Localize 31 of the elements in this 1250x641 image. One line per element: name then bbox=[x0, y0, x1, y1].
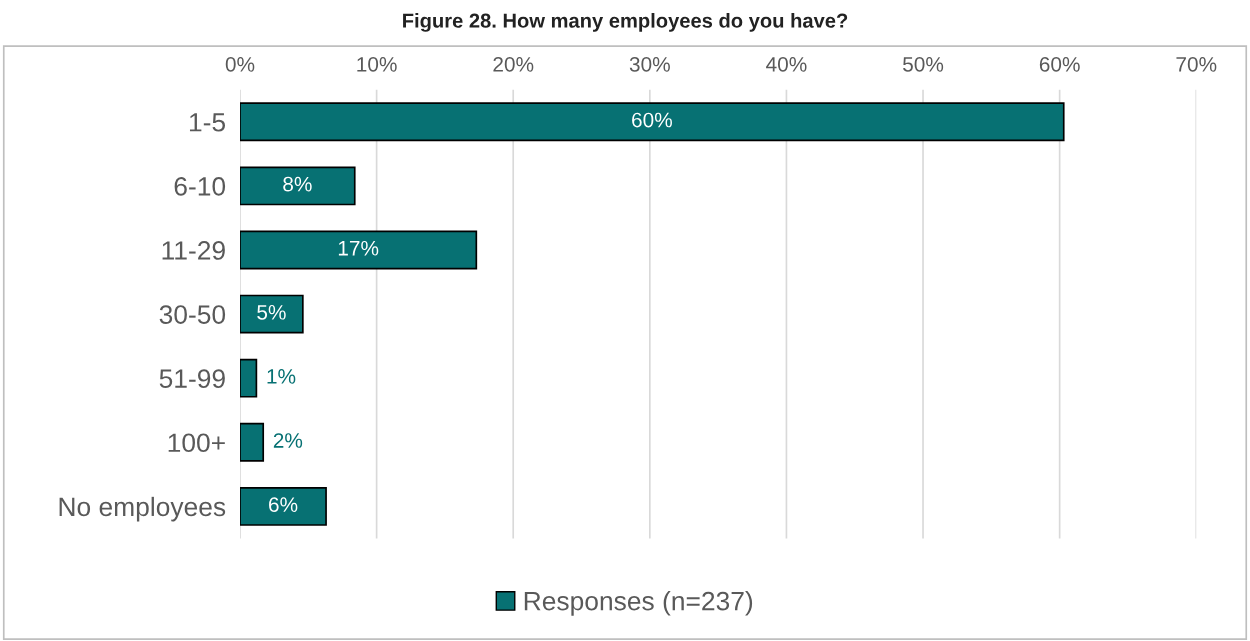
y-tick-label: 30-50 bbox=[159, 305, 226, 324]
y-tick-label: 11-29 bbox=[162, 241, 225, 260]
y-tick-label: No employees bbox=[59, 496, 226, 522]
x-tick-label: 60% bbox=[1039, 56, 1080, 72]
bar bbox=[240, 358, 258, 398]
bar bbox=[240, 486, 327, 526]
x-tick-label: 50% bbox=[903, 56, 944, 72]
data-label: 17% bbox=[338, 240, 379, 256]
y-tick-label: 6-10 bbox=[174, 177, 226, 196]
bar bbox=[240, 166, 356, 206]
x-tick-label: 70% bbox=[1176, 56, 1217, 72]
legend-label: Responses (n=237) bbox=[524, 591, 753, 616]
y-tick-label: 100+ bbox=[168, 433, 225, 453]
x-tick-label: 30% bbox=[629, 56, 670, 72]
x-tick-label: 20% bbox=[493, 56, 534, 72]
data-label: 6% bbox=[269, 497, 298, 512]
data-label: 60% bbox=[632, 112, 672, 128]
x-tick-label: 40% bbox=[766, 56, 807, 72]
data-label: 2% bbox=[273, 433, 303, 448]
chart-title: Figure 28. How many employees do you have? bbox=[403, 13, 848, 32]
data-label: 8% bbox=[283, 176, 312, 192]
bar bbox=[240, 422, 265, 462]
data-label: 5% bbox=[257, 305, 286, 320]
bar bbox=[240, 294, 304, 334]
y-tick-label: 1-5 bbox=[189, 113, 226, 132]
y-tick-label: 51-99 bbox=[159, 369, 225, 389]
bar bbox=[240, 102, 1065, 142]
bar bbox=[240, 230, 478, 270]
data-label: 1% bbox=[267, 369, 296, 384]
x-tick-label: 10% bbox=[357, 56, 397, 72]
x-tick-label: 0% bbox=[225, 56, 255, 72]
